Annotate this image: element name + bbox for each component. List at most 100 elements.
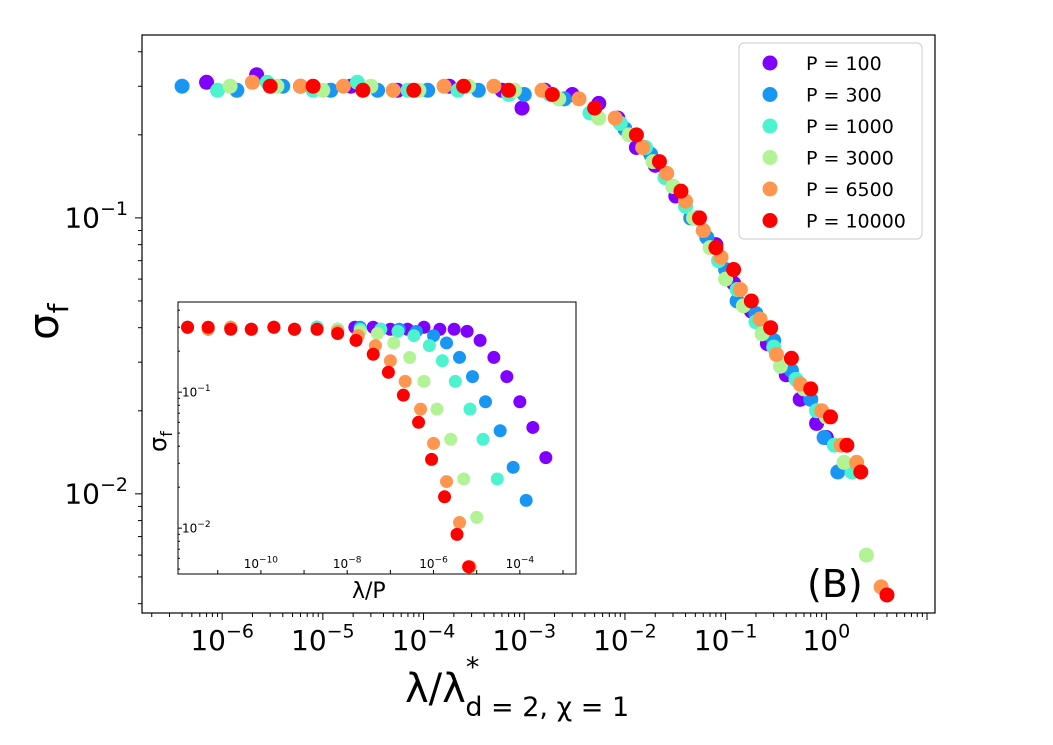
legend-marker bbox=[762, 55, 778, 71]
data-point-1000 bbox=[210, 82, 226, 98]
data-point-10000 bbox=[708, 240, 724, 256]
legend-entries: P = 100 P = 300 P = 1000 P = 3000 P = 6500 P … bbox=[762, 53, 906, 233]
data-point-10000 bbox=[181, 320, 195, 334]
data-point-300 bbox=[453, 350, 467, 364]
data-point-10000 bbox=[456, 78, 472, 94]
data-point-10000 bbox=[425, 452, 439, 466]
legend-label: P = 3000 bbox=[806, 148, 894, 170]
data-point-10000 bbox=[224, 322, 238, 336]
x-tick-label: 10−2 bbox=[593, 620, 657, 657]
data-point-100 bbox=[539, 451, 553, 465]
data-point-10000 bbox=[544, 86, 560, 102]
data-point-6500 bbox=[607, 110, 623, 126]
data-point-6500 bbox=[486, 78, 502, 94]
legend-marker bbox=[762, 213, 778, 228]
data-point-100 bbox=[513, 395, 527, 409]
inset-data-points bbox=[181, 320, 553, 574]
main-data-points bbox=[174, 67, 895, 603]
data-point-10000 bbox=[287, 322, 301, 336]
data-point-1000 bbox=[435, 354, 449, 368]
main-ticks: 10−6 10−5 10−4 10−3 10−2 10−1 100 10−1 10−2 bbox=[64, 51, 928, 657]
data-point-10000 bbox=[501, 82, 517, 98]
data-point-100 bbox=[460, 324, 474, 338]
x-tick-label: 10−6 bbox=[190, 620, 254, 657]
data-point-10000 bbox=[267, 320, 281, 334]
data-point-300 bbox=[479, 395, 493, 409]
legend-label: P = 10000 bbox=[806, 211, 906, 233]
data-point-10000 bbox=[310, 322, 324, 336]
data-point-6500 bbox=[440, 475, 454, 489]
y-tick-label: 10−1 bbox=[182, 384, 211, 399]
data-point-10000 bbox=[366, 347, 380, 361]
data-point-10000 bbox=[743, 293, 759, 309]
data-point-3000 bbox=[444, 432, 458, 446]
data-point-1000 bbox=[463, 402, 477, 416]
legend-label: P = 100 bbox=[806, 53, 882, 75]
main-x-axis-label: λ/λ* d = 2, χ = 1 bbox=[405, 652, 629, 723]
data-point-10000 bbox=[822, 409, 838, 425]
data-point-3000 bbox=[387, 336, 401, 350]
data-point-10000 bbox=[726, 262, 742, 278]
data-point-1000 bbox=[407, 329, 421, 343]
data-point-3000 bbox=[430, 402, 444, 416]
data-point-10000 bbox=[839, 437, 855, 453]
data-point-10000 bbox=[462, 560, 476, 574]
data-point-100 bbox=[514, 100, 530, 116]
x-tick-label: 10−6 bbox=[419, 556, 448, 571]
legend-marker bbox=[762, 87, 778, 102]
legend-marker bbox=[762, 118, 778, 134]
data-point-10000 bbox=[879, 587, 895, 603]
legend-marker bbox=[762, 181, 778, 197]
data-point-1000 bbox=[476, 432, 490, 446]
data-point-3000 bbox=[222, 78, 238, 94]
data-point-10000 bbox=[691, 210, 707, 226]
data-point-6500 bbox=[732, 282, 748, 298]
data-point-10000 bbox=[450, 527, 464, 541]
y-tick-label: 10−1 bbox=[64, 198, 128, 235]
y-tick-label: 10−2 bbox=[64, 474, 128, 511]
data-point-6500 bbox=[293, 78, 309, 94]
data-point-6500 bbox=[635, 139, 651, 155]
data-point-300 bbox=[816, 430, 832, 446]
x-tick-label: 10−4 bbox=[392, 620, 456, 657]
data-point-6500 bbox=[427, 436, 441, 450]
data-point-3000 bbox=[417, 374, 431, 388]
data-point-6500 bbox=[244, 74, 260, 90]
legend-label: P = 6500 bbox=[806, 179, 894, 201]
data-point-10000 bbox=[673, 183, 689, 199]
data-point-300 bbox=[440, 336, 454, 350]
data-point-6500 bbox=[768, 346, 784, 362]
x-tick-label: 10−5 bbox=[291, 620, 355, 657]
data-point-6500 bbox=[453, 516, 467, 530]
data-point-1000 bbox=[490, 472, 504, 486]
inset-ticks: 10−10 10−8 10−6 10−4 10−1 10−2 bbox=[178, 309, 564, 574]
data-point-3000 bbox=[370, 326, 384, 340]
data-point-3000 bbox=[470, 510, 484, 524]
data-point-3000 bbox=[836, 454, 852, 470]
inset-x-axis-label: λ/P bbox=[352, 579, 386, 604]
data-point-300 bbox=[519, 493, 533, 507]
data-point-10000 bbox=[763, 320, 779, 336]
data-point-10000 bbox=[651, 154, 667, 170]
data-point-100 bbox=[487, 350, 501, 364]
data-point-6500 bbox=[383, 354, 397, 368]
legend: P = 100 P = 300 P = 1000 P = 3000 P = 6500 P … bbox=[738, 42, 923, 240]
data-point-6500 bbox=[695, 223, 711, 239]
data-point-6500 bbox=[659, 165, 675, 181]
data-point-100 bbox=[526, 420, 540, 434]
data-point-6500 bbox=[398, 374, 412, 388]
data-point-10000 bbox=[244, 322, 258, 336]
data-point-3000 bbox=[457, 472, 471, 486]
data-point-3000 bbox=[403, 350, 417, 364]
data-point-100 bbox=[500, 370, 514, 384]
data-point-10000 bbox=[262, 78, 278, 94]
data-point-10000 bbox=[349, 333, 363, 347]
data-point-10000 bbox=[412, 415, 426, 429]
data-point-10000 bbox=[396, 388, 410, 402]
inset-y-axis-label: σf bbox=[144, 431, 176, 452]
data-point-10000 bbox=[783, 350, 799, 366]
data-point-300 bbox=[466, 370, 480, 384]
data-point-6500 bbox=[752, 311, 768, 327]
